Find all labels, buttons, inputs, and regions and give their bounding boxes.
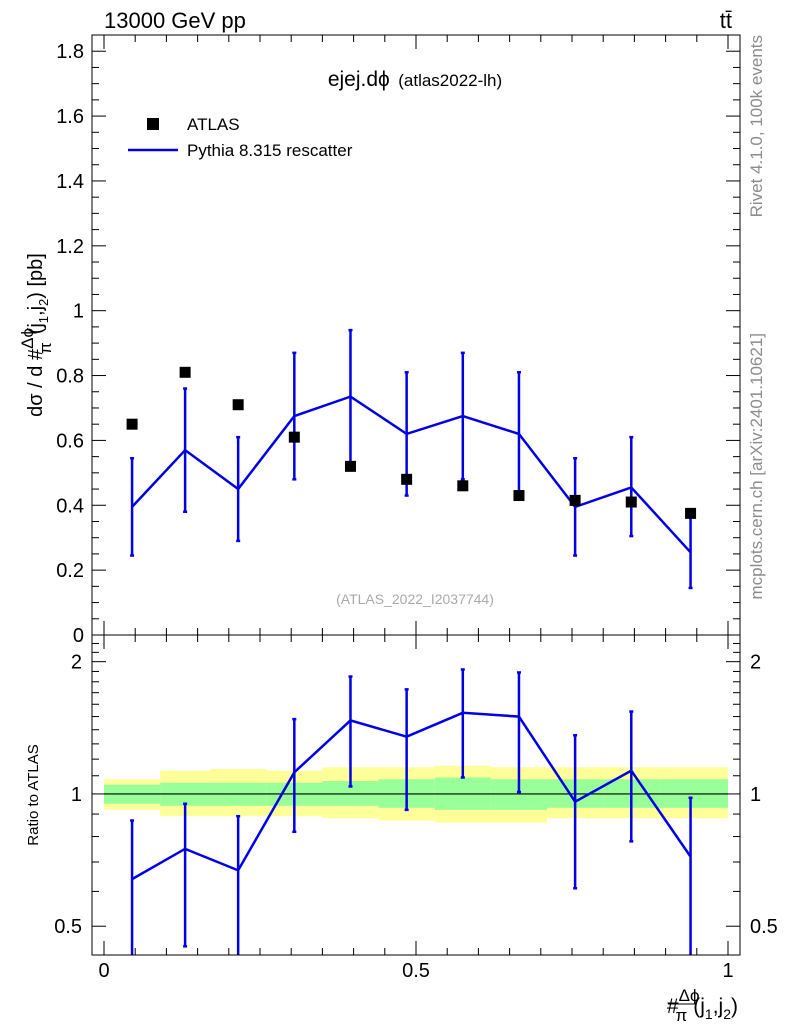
main-y-tick-label: 1.4: [56, 171, 84, 193]
main-y-tick-label: 0: [73, 625, 84, 647]
atlas-data-point: [685, 507, 697, 519]
atlas-data-point: [569, 494, 581, 506]
main-y-tick-label: 1.6: [56, 106, 84, 128]
ratio-y-tick-label-right: 0.5: [750, 916, 778, 938]
legend-pythia-label: Pythia 8.315 rescatter: [187, 141, 353, 160]
main-y-tick-label: 1: [73, 301, 84, 323]
legend: ATLAS Pythia 8.315 rescatter: [128, 115, 353, 160]
ratio-axis-ticks: 0.5 0.5 1 1 2 2 0 0.5 1: [54, 635, 778, 982]
main-y-tick-label: 0.8: [56, 366, 84, 388]
ratio-y-tick-label-right: 2: [750, 652, 761, 674]
ratio-y-tick-label: 0.5: [54, 916, 82, 938]
main-plot-data: [126, 328, 697, 590]
main-y-tick-label: 1.8: [56, 41, 84, 63]
atlas-data-point: [232, 399, 244, 411]
main-axis-ticks: 0 0.2 0.4 0.6 0.8 1 1.2 1.4 1.6 1.8: [56, 34, 740, 647]
source-site-label: mcplots.cern.ch [arXiv:2401.10621]: [747, 333, 766, 599]
atlas-data-point: [179, 366, 191, 378]
svg-text:dσ / d #Δϕπ(j1,j2) [pb]: dσ / d #Δϕπ(j1,j2) [pb]: [18, 253, 55, 417]
ratio-plot-data: [130, 668, 693, 955]
main-y-tick-label: 0.6: [56, 430, 84, 452]
atlas-data-point: [513, 490, 525, 502]
atlas-data-point: [457, 480, 469, 492]
atlas-data-point: [126, 418, 138, 430]
plot-title: ejej.dϕ (atlas2022-lh): [328, 68, 502, 91]
legend-atlas-marker: [147, 118, 159, 130]
atlas-data-point: [401, 473, 413, 485]
x-tick-label: 1: [722, 960, 733, 982]
main-y-tick-label: 0.4: [56, 495, 84, 517]
analysis-watermark: (ATLAS_2022_I2037744): [336, 591, 494, 607]
atlas-data-point: [625, 496, 637, 508]
atlas-data-point: [344, 460, 356, 472]
legend-atlas-label: ATLAS: [187, 115, 240, 134]
main-y-tick-label: 1.2: [56, 236, 84, 258]
energy-label: 13000 GeV pp: [104, 8, 246, 33]
ratio-y-tick-label: 2: [71, 652, 82, 674]
x-axis-label: #Δϕ π (j1,j2): [667, 986, 738, 1024]
ratio-y-tick-label: 1: [71, 784, 82, 806]
svg-text:#Δϕπ(j1,j2): #Δϕ π (j1,j2): [667, 986, 738, 1024]
process-label: tt̄: [720, 8, 732, 33]
ratio-series-line: [131, 711, 692, 881]
x-tick-label: 0.5: [402, 960, 430, 982]
main-y-axis-label: dσ / d #Δϕπ(j1,j2) [pb]: [18, 253, 55, 417]
mc-series-line: [131, 395, 692, 554]
main-y-tick-label: 0.2: [56, 560, 84, 582]
x-tick-label: 0: [98, 960, 109, 982]
atlas-data-point: [288, 431, 300, 443]
ratio-y-tick-label-right: 1: [750, 784, 761, 806]
ratio-y-axis-label: Ratio to ATLAS: [25, 744, 42, 845]
rivet-version-label: Rivet 4.1.0, 100k events: [747, 35, 766, 217]
